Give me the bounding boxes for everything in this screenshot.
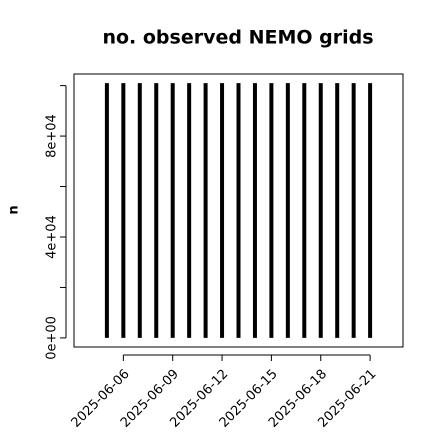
y-tick-label: 8e+04	[45, 114, 60, 158]
y-axis-label: n	[7, 205, 22, 214]
plot-box	[73, 73, 404, 348]
y-tick-label: 4e+04	[45, 215, 60, 259]
chart-title: no. observed NEMO grids	[102, 27, 373, 49]
y-tick-label: 0e+00	[45, 316, 60, 360]
